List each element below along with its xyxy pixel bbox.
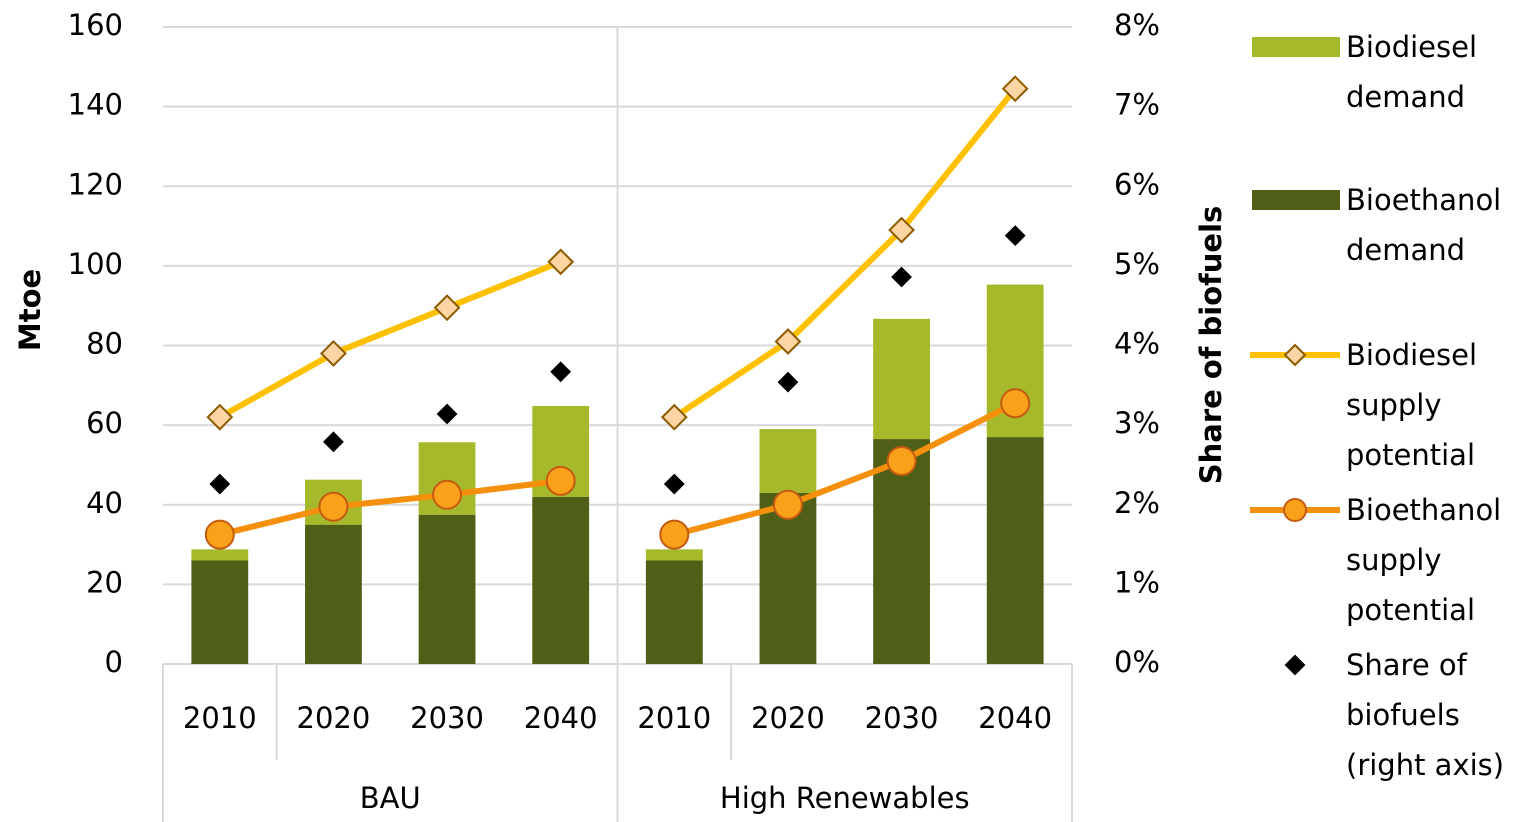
marker (1004, 225, 1026, 247)
marker (1283, 498, 1307, 522)
bar (191, 549, 249, 561)
x-tick-label: 2020 (297, 701, 371, 735)
x-tick-label: 2010 (637, 701, 711, 735)
legend-item: Bioethanol supply potential (1250, 485, 1530, 635)
marker (318, 491, 349, 522)
y-tick-label: 80 (86, 327, 123, 361)
y-tick-label: 140 (68, 88, 123, 122)
y2-axis-title: Share of biofuels (1194, 206, 1228, 485)
bar (305, 524, 362, 664)
y-tick-label: 0 (105, 645, 123, 679)
marker (206, 403, 234, 431)
bar (986, 437, 1044, 664)
line (218, 259, 562, 420)
bar (418, 514, 476, 664)
y2-tick-label: 6% (1114, 167, 1160, 201)
legend-item: Biodiesel supply potential (1250, 330, 1530, 480)
legend-swatch (1252, 190, 1340, 210)
marker (659, 519, 690, 550)
legend-item: Biodiesel demand (1250, 22, 1530, 122)
y-tick-label: 60 (86, 406, 123, 440)
marker (320, 340, 347, 367)
x-tick-label: 2010 (183, 701, 257, 735)
marker (888, 216, 915, 244)
legend-key (1250, 343, 1340, 367)
y2-tick-label: 4% (1114, 327, 1160, 361)
y2-tick-label: 2% (1114, 486, 1160, 520)
legend-key (1252, 190, 1340, 210)
x-tick-label: 2030 (865, 701, 939, 735)
x-tick-label: 2040 (978, 701, 1052, 735)
y-tick-label: 40 (86, 486, 123, 520)
marker (433, 294, 461, 322)
group-label: BAU (360, 781, 421, 815)
y-axis-title: Mtoe (13, 269, 47, 351)
x-tick-label: 2030 (410, 701, 484, 735)
x-tick-label: 2020 (751, 701, 825, 735)
legend-label: Bioethanol demand (1346, 183, 1502, 267)
bar (759, 492, 817, 664)
legend-key (1250, 498, 1340, 522)
legend-item: Bioethanol demand (1250, 175, 1530, 275)
line (672, 86, 1018, 420)
legend-key (1252, 37, 1340, 57)
legend-key (1284, 654, 1306, 676)
legend-swatch (1252, 37, 1340, 57)
bar (873, 318, 930, 440)
legend-label: Biodiesel demand (1346, 30, 1478, 114)
bar (759, 429, 817, 493)
marker (323, 431, 344, 453)
group-label: High Renewables (720, 781, 970, 815)
marker (204, 519, 235, 550)
marker (432, 479, 463, 510)
marker (545, 465, 576, 496)
y2-tick-label: 5% (1114, 247, 1160, 281)
marker (1001, 75, 1029, 103)
marker (209, 473, 231, 495)
y2-tick-label: 3% (1114, 406, 1160, 440)
legend-label: Bioethanol supply potential (1346, 493, 1502, 627)
marker (777, 371, 799, 393)
marker (660, 403, 688, 431)
x-tick-label: 2040 (524, 701, 598, 735)
y2-tick-label: 8% (1114, 8, 1160, 42)
y-tick-label: 120 (68, 167, 123, 201)
y-tick-label: 100 (68, 247, 123, 281)
marker (886, 445, 917, 476)
bar (645, 560, 703, 664)
y-tick-label: 160 (68, 8, 123, 42)
marker (547, 248, 575, 276)
bar (532, 496, 590, 664)
line (673, 400, 1017, 538)
y-tick-label: 20 (86, 565, 123, 599)
marker (772, 489, 803, 520)
legend-label: Biodiesel supply potential (1346, 338, 1478, 472)
y2-tick-label: 7% (1114, 88, 1160, 122)
marker (550, 361, 572, 383)
marker (436, 403, 458, 425)
bar (645, 549, 703, 561)
y2-tick-label: 0% (1114, 645, 1160, 679)
y2-tick-label: 1% (1114, 565, 1160, 599)
legend-label: Share of biofuels (right axis) (1346, 648, 1505, 782)
marker (774, 328, 802, 355)
bar (873, 439, 930, 664)
marker (1283, 343, 1307, 367)
marker (663, 473, 685, 495)
marker (891, 266, 912, 288)
bar (191, 560, 249, 664)
line (219, 477, 562, 538)
marker (1000, 388, 1031, 419)
legend-item: Share of biofuels (right axis) (1250, 640, 1530, 790)
marker (1284, 654, 1306, 676)
